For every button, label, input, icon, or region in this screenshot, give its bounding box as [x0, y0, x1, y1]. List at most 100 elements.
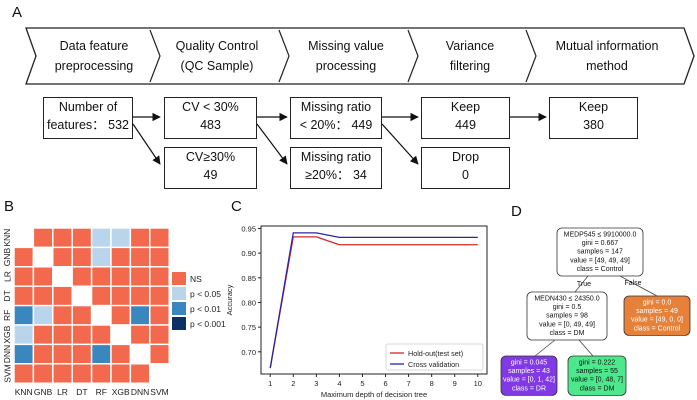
- box-features: Number of features： 532: [43, 97, 133, 139]
- legend-label: Cross validation: [408, 360, 459, 369]
- box-cv-high: CV≥30% 49: [164, 147, 257, 189]
- y-tick-label: LR: [2, 271, 12, 282]
- heatmap-cell: [32, 324, 54, 346]
- legend-label: p < 0.01: [190, 304, 221, 314]
- step-line: Mutual information: [555, 39, 659, 53]
- x-tick-label: 5: [360, 379, 364, 388]
- tree-node-leaf-dr: [500, 355, 558, 396]
- heatmap-cell: [149, 285, 170, 307]
- heatmap-cell: [32, 227, 54, 249]
- heatmap-cell: [13, 324, 35, 346]
- y-tick-label: GNB: [2, 248, 12, 267]
- tree-edge: [574, 275, 589, 293]
- heatmap-cell: [71, 304, 93, 326]
- step-quality-control: Quality Control (QC Sample): [157, 36, 277, 76]
- tree-edge: [534, 339, 556, 357]
- heatmap-cell: [13, 304, 35, 326]
- legend-label: NS: [190, 274, 202, 284]
- heatmap-cell: [32, 285, 54, 307]
- series-line: [269, 232, 478, 369]
- panel-label-c: C: [231, 198, 242, 215]
- step-preprocessing: Data feature preprocessing: [38, 36, 150, 76]
- heatmap-cell: [149, 363, 170, 384]
- node-text: gini = 0.222: [579, 360, 615, 367]
- heatmap-cell: [90, 227, 112, 249]
- heatmap-cell: [129, 343, 151, 365]
- heatmap-cell: [149, 246, 170, 268]
- banner-separator: [278, 29, 290, 83]
- heatmap-cell: [110, 285, 132, 307]
- pipeline-banner: [25, 27, 695, 85]
- box-line: Keep: [578, 100, 609, 114]
- node-text: gini = 0.045: [511, 360, 547, 367]
- tree-node-split: [526, 291, 608, 341]
- heatmap-cell: [90, 246, 112, 268]
- step-line: (QC Sample): [180, 59, 254, 73]
- heatmap-cell: [129, 363, 151, 384]
- x-tick-label: RF: [96, 387, 107, 395]
- step-line: processing: [315, 59, 377, 73]
- heatmap-cell: [149, 266, 170, 287]
- node-text: class = DR: [512, 385, 546, 392]
- box-line: 483: [200, 118, 221, 132]
- box-keep-mutual: Keep 380: [549, 97, 638, 139]
- heatmap-cell: [110, 227, 132, 249]
- box-keep-variance: Keep 449: [421, 97, 510, 139]
- x-tick-label: GNB: [34, 387, 53, 395]
- flow-arrow: [132, 123, 161, 165]
- step-line: preprocessing: [54, 59, 134, 73]
- banner-separator: [407, 29, 419, 83]
- y-tick-label: DT: [2, 290, 12, 301]
- node-text: gini = 0.667: [582, 240, 618, 247]
- y-tick-label: XGB: [2, 325, 12, 343]
- heatmap-cell: [52, 363, 73, 384]
- y-tick-label: 0.95: [241, 224, 256, 233]
- heatmap-cell: [52, 324, 73, 346]
- heatmap-cell: [71, 227, 93, 249]
- tree-edge: [619, 275, 658, 297]
- heatmap-cell: [13, 227, 35, 249]
- box-line: 49: [203, 168, 218, 182]
- node-text: samples = 147: [577, 249, 623, 256]
- banner-separator: [149, 29, 161, 83]
- step-line: Data feature: [59, 39, 129, 53]
- box-line: 449: [455, 118, 476, 132]
- x-tick-label: 7: [407, 379, 411, 388]
- heatmap-cell: [52, 343, 73, 365]
- box-line: < 20%： 449: [299, 118, 373, 132]
- x-tick-label: LR: [57, 387, 68, 395]
- y-tick-label: 0.75: [241, 323, 256, 332]
- y-tick-label: 0.90: [241, 249, 256, 258]
- node-text: value = [0, 48, 7]: [571, 377, 623, 384]
- x-tick-label: 6: [383, 379, 387, 388]
- x-tick-label: 3: [314, 379, 318, 388]
- accuracy-line-chart: 0.70 0.75 0.80 0.85 0.90 0.95 1 2 3 4 5 6 7 8 9 10 Maxim…: [225, 224, 488, 399]
- heatmap-cell: [149, 304, 170, 326]
- node-text: gini = 0.5: [553, 304, 582, 311]
- step-variance: Variance filtering: [415, 36, 525, 76]
- step-line: Quality Control: [175, 39, 259, 53]
- node-text: class = Control: [577, 266, 624, 273]
- box-line: Missing ratio: [300, 100, 372, 114]
- legend-swatch: [172, 317, 186, 330]
- panel-label-a: A: [12, 4, 23, 21]
- heatmap-cell: [32, 246, 54, 268]
- node-text: samples = 49: [636, 308, 678, 315]
- step-mutual-information: Mutual information method: [533, 36, 681, 76]
- legend-label: p < 0.05: [190, 289, 221, 299]
- heatmap-cell: [32, 266, 54, 287]
- legend-label: p < 0.001: [190, 319, 226, 329]
- heatmap-cell: [52, 246, 73, 268]
- legend-swatch: [172, 302, 186, 315]
- heatmap-cell: [13, 246, 35, 268]
- heatmap-cell: [52, 266, 73, 287]
- heatmap-cell: [71, 285, 93, 307]
- box-cv-low: CV < 30% 483: [164, 97, 257, 139]
- heatmap-cell: [13, 285, 35, 307]
- y-tick-label: SVM: [2, 364, 12, 382]
- box-line: CV≥30%: [185, 150, 236, 164]
- node-text: samples = 98: [546, 313, 588, 320]
- heatmap-cell: [13, 363, 35, 384]
- heatmap-cell: [90, 285, 112, 307]
